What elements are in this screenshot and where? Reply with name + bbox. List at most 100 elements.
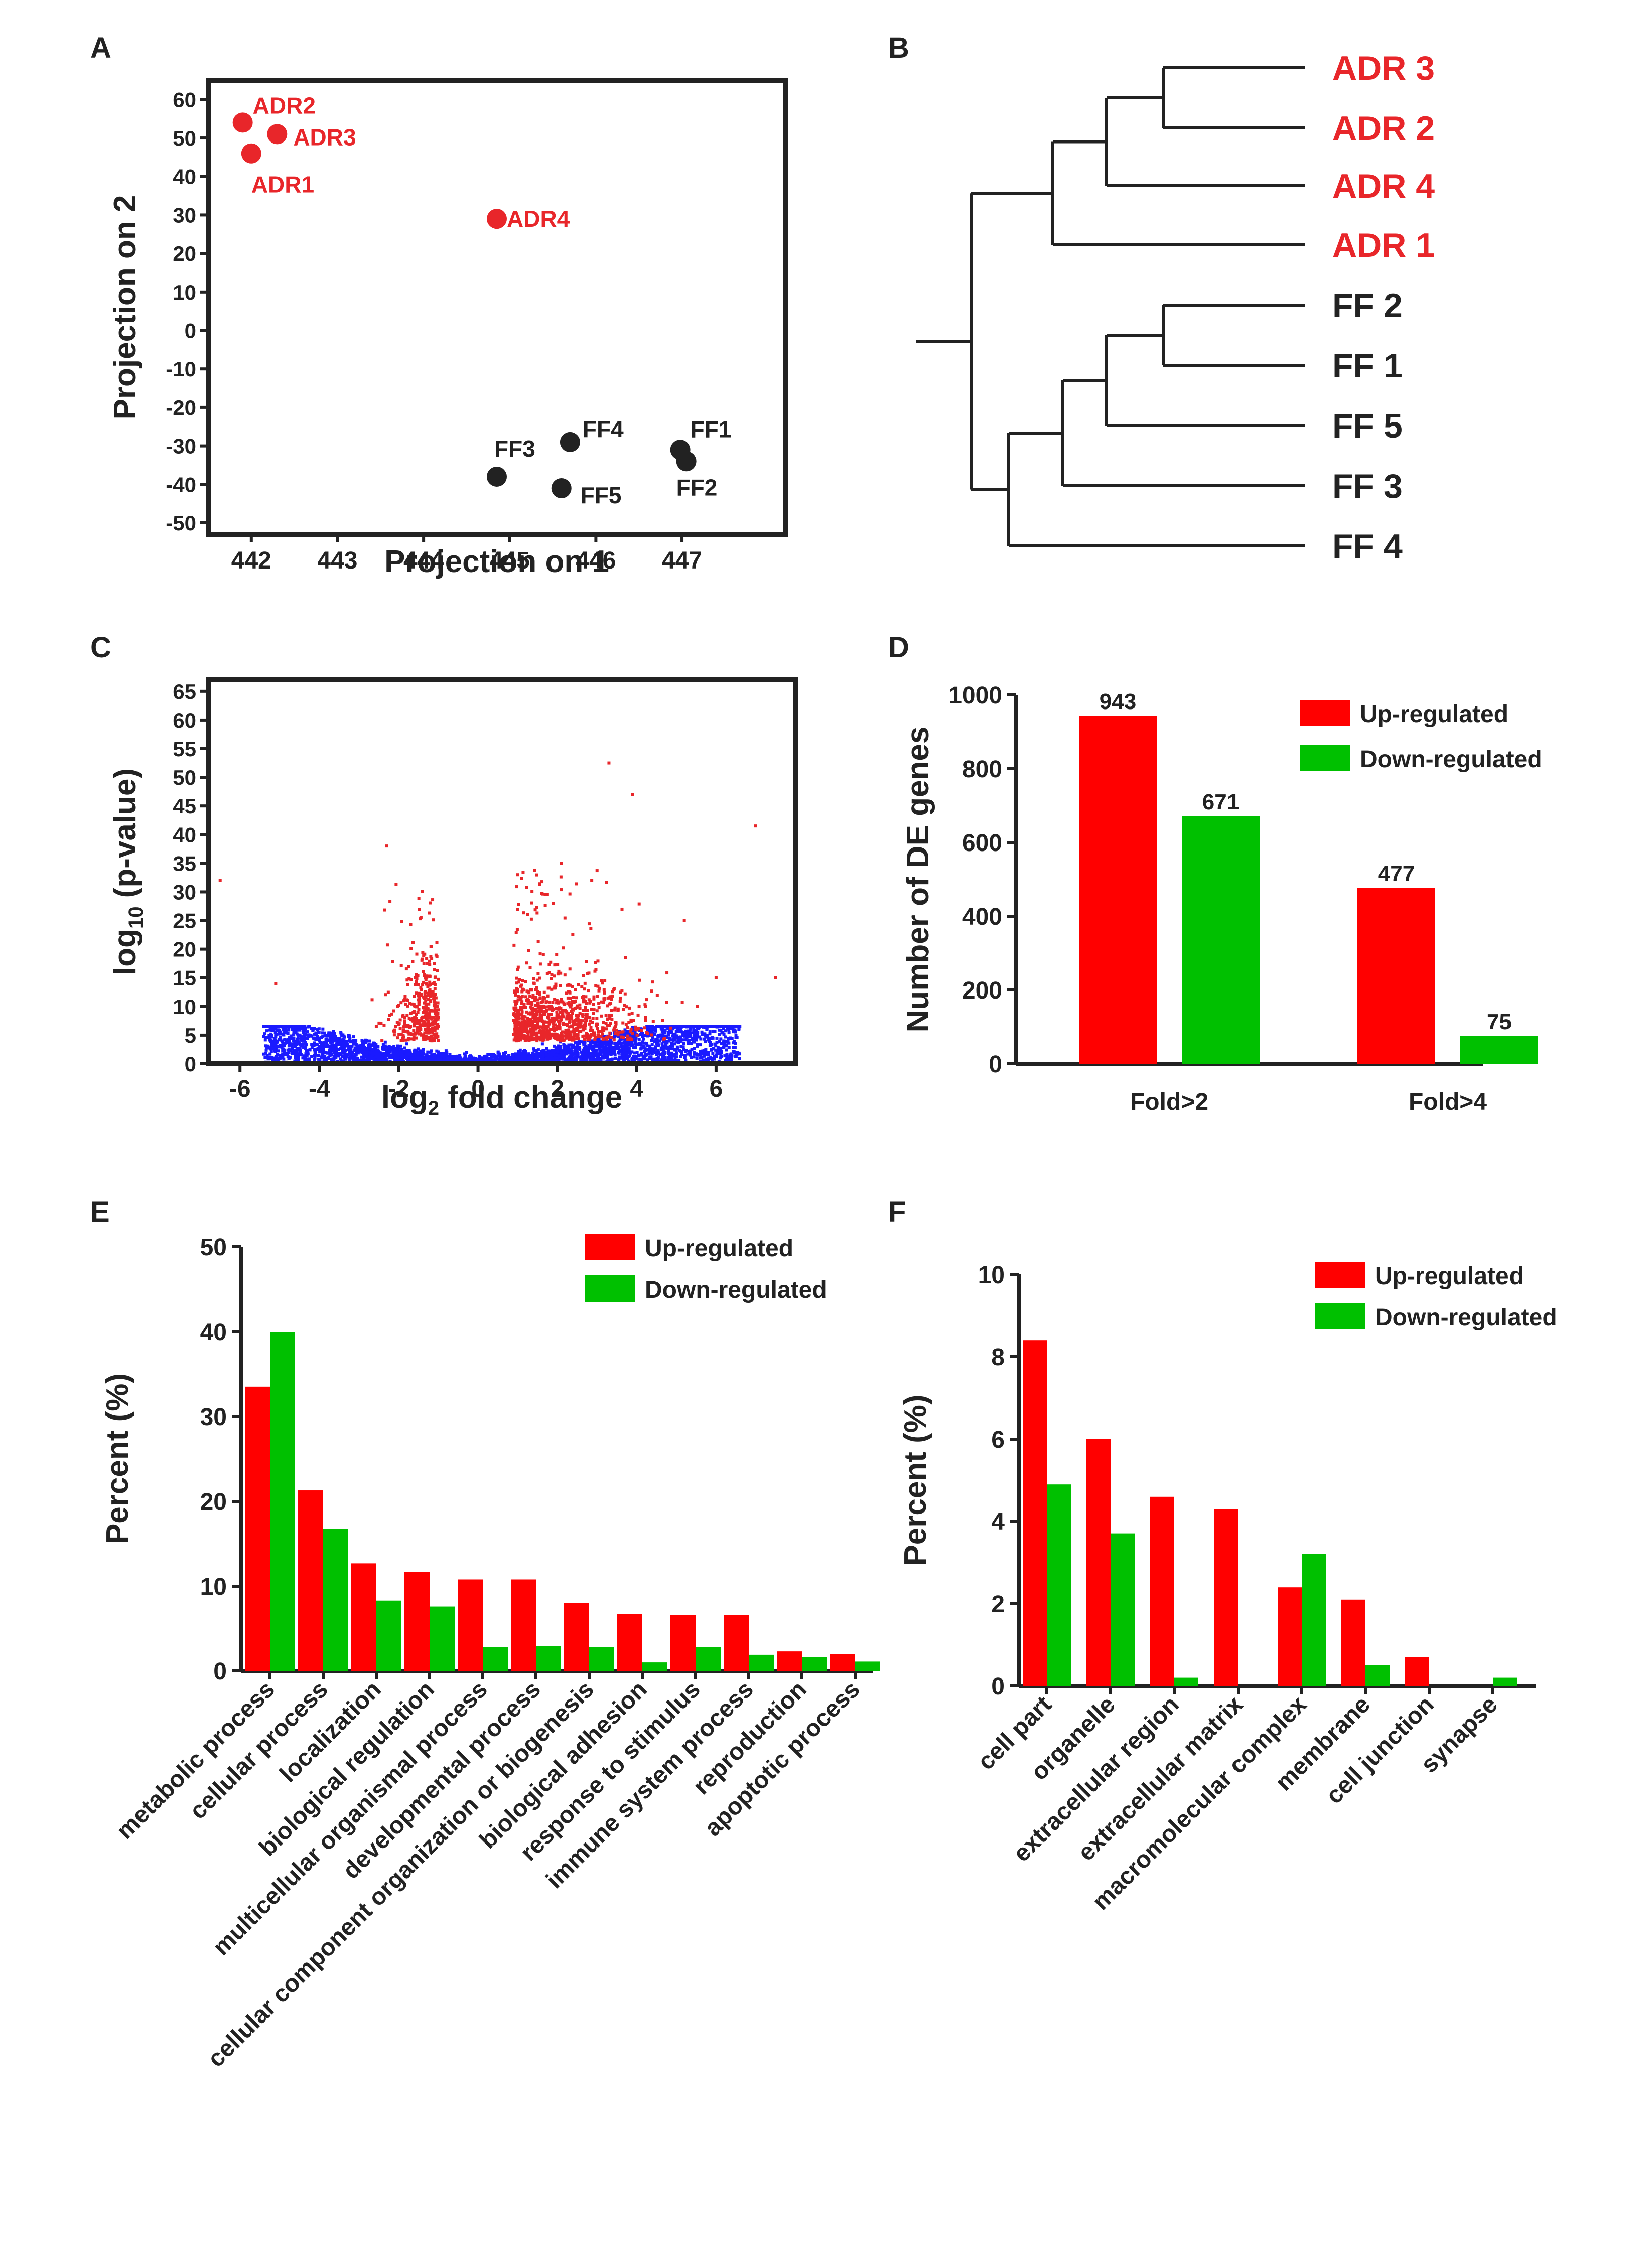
- legend-swatch-0: [1315, 1262, 1365, 1288]
- volcano-point-ns: [286, 1025, 289, 1028]
- volcano-point-ns: [426, 1055, 429, 1059]
- volcano-point-ns: [399, 1044, 402, 1048]
- volcano-point-sig: [425, 1022, 429, 1026]
- volcano-point-sig: [567, 1033, 570, 1036]
- volcano-point-ns: [522, 1053, 525, 1057]
- volcano-point-sig: [520, 1000, 524, 1004]
- volcano-point-sig: [542, 990, 546, 994]
- legend-label: Up-regulated: [645, 1235, 793, 1262]
- plot-frame: [206, 677, 798, 1066]
- volcano-point-ns: [617, 1051, 620, 1054]
- volcano-point-sig: [571, 1012, 574, 1015]
- volcano-point-sig: [571, 1036, 575, 1039]
- volcano-point-ns: [688, 1030, 691, 1034]
- volcano-point-ns: [645, 1042, 648, 1045]
- volcano-point-ns: [281, 1049, 285, 1052]
- volcano-point-ns: [366, 1047, 369, 1051]
- volcano-point-sig: [516, 1032, 519, 1036]
- bar-down-regulated-1: [270, 1332, 295, 1671]
- volcano-point-ns: [643, 1034, 647, 1037]
- volcano-point-sig: [637, 902, 641, 906]
- volcano-point-ns: [675, 1040, 679, 1044]
- volcano-point-sig: [424, 995, 427, 998]
- volcano-point-sig: [520, 983, 523, 987]
- volcano-point-ns: [700, 1056, 704, 1059]
- volcano-point-ns: [354, 1050, 358, 1053]
- volcano-point-ns: [620, 1041, 624, 1045]
- volcano-point-ns: [725, 1058, 728, 1062]
- volcano-point-ns: [726, 1040, 730, 1043]
- y-tick-label: 20: [200, 1489, 227, 1515]
- volcano-point-sig: [428, 980, 432, 984]
- bar-down-regulated-5: [483, 1647, 508, 1671]
- volcano-point-sig: [426, 1008, 430, 1011]
- volcano-point-sig: [407, 1032, 411, 1036]
- volcano-point-sig: [540, 1034, 543, 1038]
- volcano-point-ns: [693, 1047, 696, 1050]
- volcano-point-ns: [584, 1044, 587, 1048]
- volcano-point-ns: [317, 1027, 321, 1031]
- volcano-point-sig: [517, 1039, 520, 1042]
- volcano-point-sig: [411, 1017, 415, 1020]
- volcano-point-sig: [644, 1005, 647, 1008]
- volcano-point-ns: [289, 1049, 293, 1053]
- volcano-point-ns: [273, 1046, 277, 1050]
- volcano-point-ns: [627, 1051, 631, 1054]
- volcano-point-sig: [593, 1038, 597, 1041]
- y-tick-label: 400: [962, 904, 1002, 930]
- volcano-point-sig: [541, 996, 545, 999]
- volcano-point-ns: [678, 1048, 681, 1052]
- volcano-point-ns: [608, 1059, 611, 1062]
- legend-label: Down-regulated: [1375, 1304, 1557, 1331]
- volcano-point-sig: [417, 994, 420, 998]
- volcano-point-ns: [452, 1057, 456, 1060]
- volcano-point-sig: [570, 1030, 573, 1034]
- panel-letter-e: E: [90, 1196, 110, 1228]
- volcano-point-sig: [416, 1031, 419, 1035]
- volcano-point-ns: [292, 1039, 296, 1042]
- volcano-point-ns: [690, 1042, 694, 1045]
- volcano-point-sig: [572, 996, 575, 999]
- volcano-point-ns: [733, 1046, 737, 1049]
- volcano-point-ns: [643, 1041, 646, 1045]
- volcano-point-ns: [501, 1055, 505, 1058]
- volcano-point-sig: [423, 1024, 427, 1028]
- bar-value-label: 943: [1100, 689, 1136, 714]
- volcano-point-ns: [689, 1035, 693, 1038]
- volcano-point-sig: [401, 1030, 405, 1033]
- volcano-point-sig: [526, 913, 529, 916]
- volcano-point-ns: [361, 1059, 365, 1062]
- volcano-point-sig: [620, 1035, 623, 1039]
- volcano-point-sig: [386, 990, 390, 994]
- volcano-point-sig: [429, 983, 432, 986]
- bar-up-regulated-10: [724, 1615, 749, 1671]
- volcano-point-sig: [585, 960, 588, 963]
- volcano-point-ns: [648, 1051, 651, 1054]
- volcano-point-sig: [626, 1034, 629, 1038]
- legend-label: Down-regulated: [1360, 746, 1542, 773]
- volcano-point-sig: [589, 1035, 593, 1039]
- volcano-point-ns: [580, 1050, 584, 1054]
- volcano-point-ns: [394, 1054, 397, 1057]
- volcano-point-ns: [318, 1058, 322, 1061]
- volcano-point-ns: [735, 1025, 738, 1028]
- volcano-point-sig: [406, 1004, 409, 1008]
- volcano-point-ns: [284, 1027, 287, 1030]
- volcano-point-ns: [734, 1036, 738, 1039]
- volcano-point-ns: [268, 1028, 271, 1032]
- volcano-point-sig: [409, 1033, 413, 1036]
- volcano-point-sig: [550, 1013, 553, 1016]
- volcano-point-sig: [529, 1012, 532, 1016]
- volcano-point-sig: [531, 994, 535, 997]
- volcano-point-sig: [524, 1020, 528, 1024]
- volcano-point-ns: [265, 1036, 269, 1039]
- volcano-point-sig: [590, 879, 594, 882]
- volcano-point-sig: [401, 1014, 404, 1018]
- volcano-point-ns: [283, 1038, 287, 1041]
- volcano-point-ns: [738, 1025, 742, 1028]
- volcano-point-sig: [518, 1034, 521, 1037]
- volcano-point-sig: [547, 1034, 551, 1038]
- volcano-point-ns: [512, 1056, 515, 1059]
- volcano-point-ns: [418, 1050, 421, 1054]
